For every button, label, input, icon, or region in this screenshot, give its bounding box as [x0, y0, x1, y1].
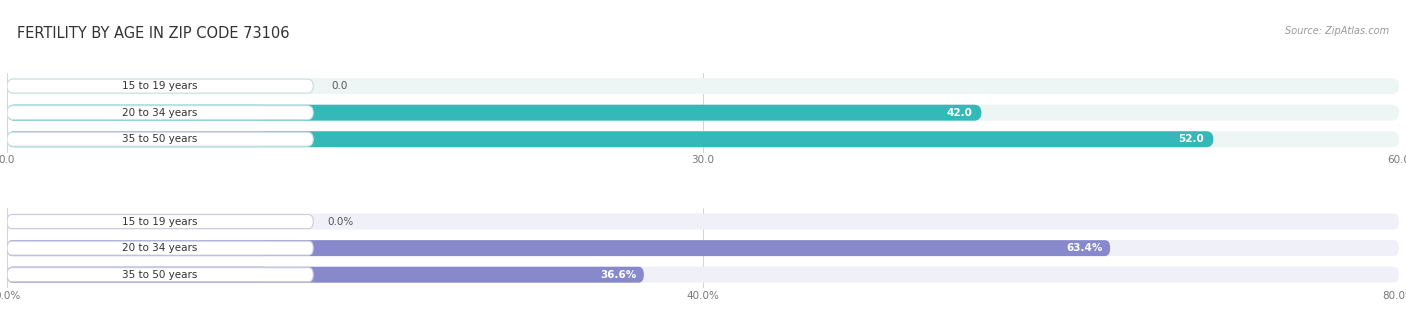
FancyBboxPatch shape	[7, 106, 314, 120]
FancyBboxPatch shape	[7, 267, 267, 283]
Text: 35 to 50 years: 35 to 50 years	[122, 134, 198, 144]
FancyBboxPatch shape	[7, 79, 314, 93]
FancyBboxPatch shape	[7, 267, 644, 283]
FancyBboxPatch shape	[7, 132, 314, 146]
FancyBboxPatch shape	[7, 214, 314, 229]
FancyBboxPatch shape	[7, 105, 981, 120]
Text: 35 to 50 years: 35 to 50 years	[122, 270, 198, 280]
Text: 52.0: 52.0	[1178, 134, 1204, 144]
FancyBboxPatch shape	[7, 131, 1213, 147]
Text: Source: ZipAtlas.com: Source: ZipAtlas.com	[1285, 26, 1389, 36]
Text: 20 to 34 years: 20 to 34 years	[122, 108, 198, 118]
Text: 0.0%: 0.0%	[328, 216, 353, 226]
FancyBboxPatch shape	[7, 267, 1399, 283]
FancyBboxPatch shape	[7, 240, 1111, 256]
Text: 0.0: 0.0	[332, 81, 349, 91]
FancyBboxPatch shape	[7, 105, 1399, 120]
Text: 15 to 19 years: 15 to 19 years	[122, 81, 198, 91]
FancyBboxPatch shape	[7, 105, 267, 120]
FancyBboxPatch shape	[7, 78, 1399, 94]
Text: 36.6%: 36.6%	[600, 270, 637, 280]
Text: 42.0: 42.0	[946, 108, 972, 118]
FancyBboxPatch shape	[7, 131, 1399, 147]
Text: 63.4%: 63.4%	[1067, 243, 1104, 253]
Text: 20 to 34 years: 20 to 34 years	[122, 243, 198, 253]
FancyBboxPatch shape	[7, 268, 314, 282]
FancyBboxPatch shape	[7, 131, 267, 147]
FancyBboxPatch shape	[7, 241, 314, 255]
FancyBboxPatch shape	[7, 240, 267, 256]
FancyBboxPatch shape	[7, 213, 1399, 229]
Text: 15 to 19 years: 15 to 19 years	[122, 216, 198, 226]
Text: FERTILITY BY AGE IN ZIP CODE 73106: FERTILITY BY AGE IN ZIP CODE 73106	[17, 26, 290, 41]
FancyBboxPatch shape	[7, 240, 1399, 256]
